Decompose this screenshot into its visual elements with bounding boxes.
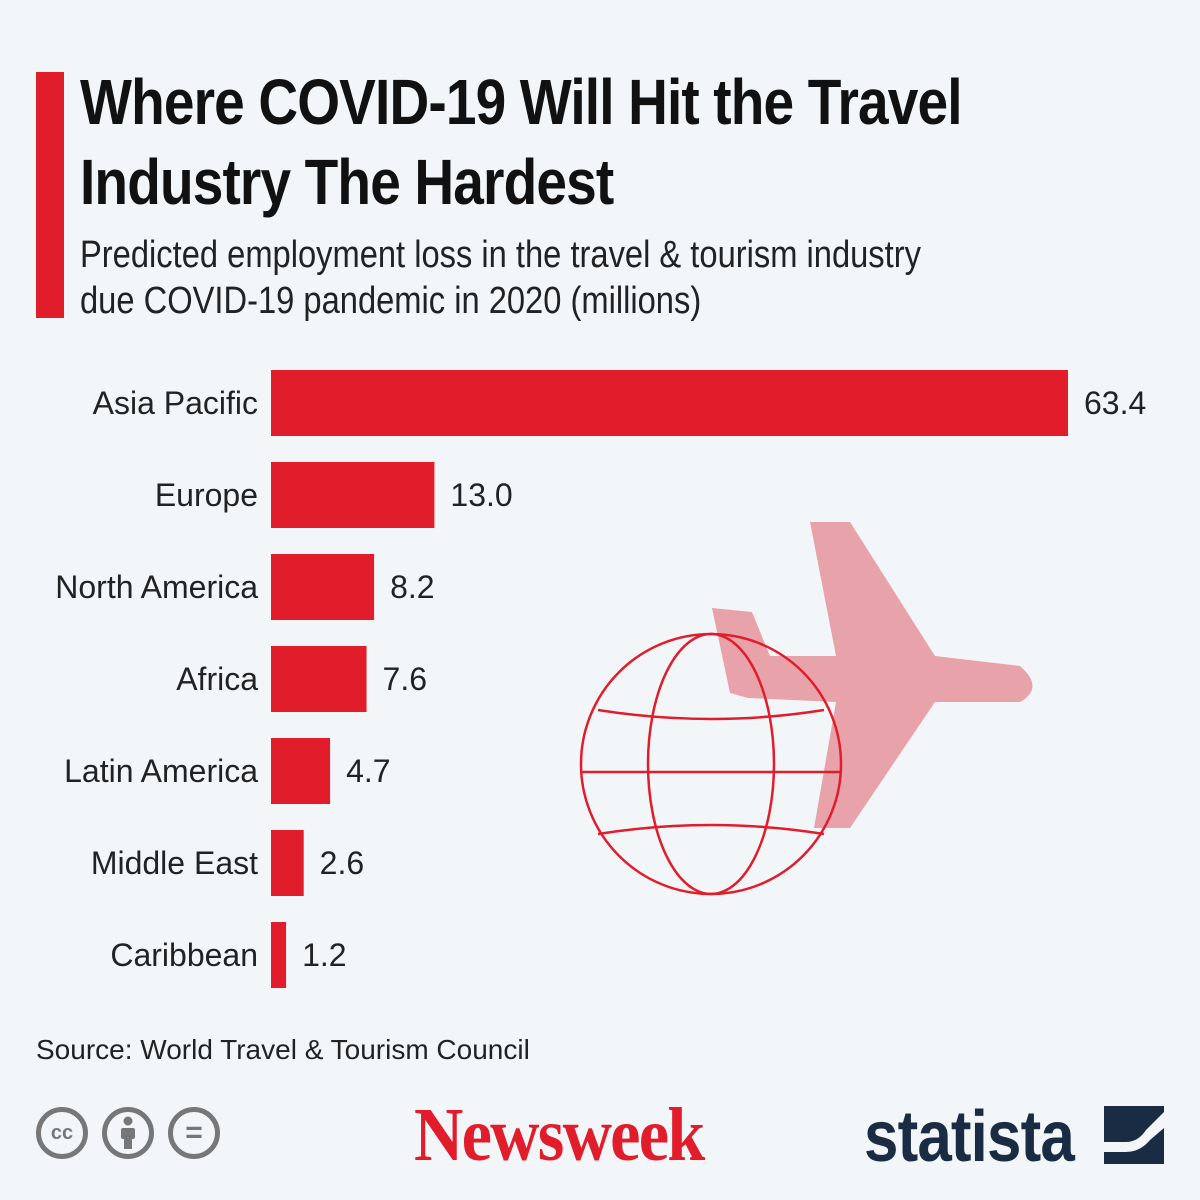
globe-icon xyxy=(579,632,843,896)
creative-commons-icon: cc xyxy=(36,1107,88,1159)
value-label: 4.7 xyxy=(346,753,390,789)
chart-title-line-2: Industry The Hardest xyxy=(80,146,614,218)
value-label: 63.4 xyxy=(1084,385,1146,421)
category-label: Asia Pacific xyxy=(93,385,258,421)
value-label: 2.6 xyxy=(320,845,364,881)
category-label: Caribbean xyxy=(110,937,258,973)
category-label: Europe xyxy=(155,477,258,513)
chart-title: Where COVID-19 Will Hit the Travel Indus… xyxy=(80,62,1009,222)
license-icons: cc = xyxy=(36,1107,220,1159)
newsweek-logo: Newsweek xyxy=(414,1093,705,1177)
bar-north-america xyxy=(271,554,375,620)
category-label: Africa xyxy=(176,661,258,697)
bars-group: Asia Pacific 63.4 Europe 13.0 North America 8… xyxy=(55,370,1146,988)
bar-middle-east xyxy=(271,830,304,896)
bar-chart: Asia Pacific 63.4 Europe 13.0 North America 8… xyxy=(55,370,1146,988)
value-label: 13.0 xyxy=(450,477,512,513)
category-label: North America xyxy=(55,569,258,605)
value-label: 7.6 xyxy=(383,661,427,697)
bar-europe xyxy=(271,462,435,528)
no-derivatives-icon: = xyxy=(168,1107,220,1159)
bar-latin-america xyxy=(271,738,331,804)
statista-logo: statista xyxy=(864,1097,1075,1177)
bar-asia-pacific xyxy=(271,370,1068,436)
chart-title-line-1: Where COVID-19 Will Hit the Travel xyxy=(80,66,963,138)
source-note: Source: World Travel & Tourism Council xyxy=(36,1034,530,1065)
value-label: 1.2 xyxy=(302,937,346,973)
value-label: 8.2 xyxy=(390,569,434,605)
bar-caribbean xyxy=(271,922,287,988)
category-label: Latin America xyxy=(64,753,258,789)
chart-subtitle-line-2: due COVID-19 pandemic in 2020 (millions) xyxy=(80,280,702,322)
title-accent-bar xyxy=(36,72,64,318)
bar-africa xyxy=(271,646,367,712)
attribution-icon xyxy=(102,1107,154,1159)
chart-subtitle-line-1: Predicted employment loss in the travel … xyxy=(80,234,921,276)
statista-mark-icon xyxy=(1104,1106,1164,1164)
airplane-icon xyxy=(712,522,1033,828)
category-label: Middle East xyxy=(91,845,258,881)
chart-subtitle: Predicted employment loss in the travel … xyxy=(80,232,992,324)
